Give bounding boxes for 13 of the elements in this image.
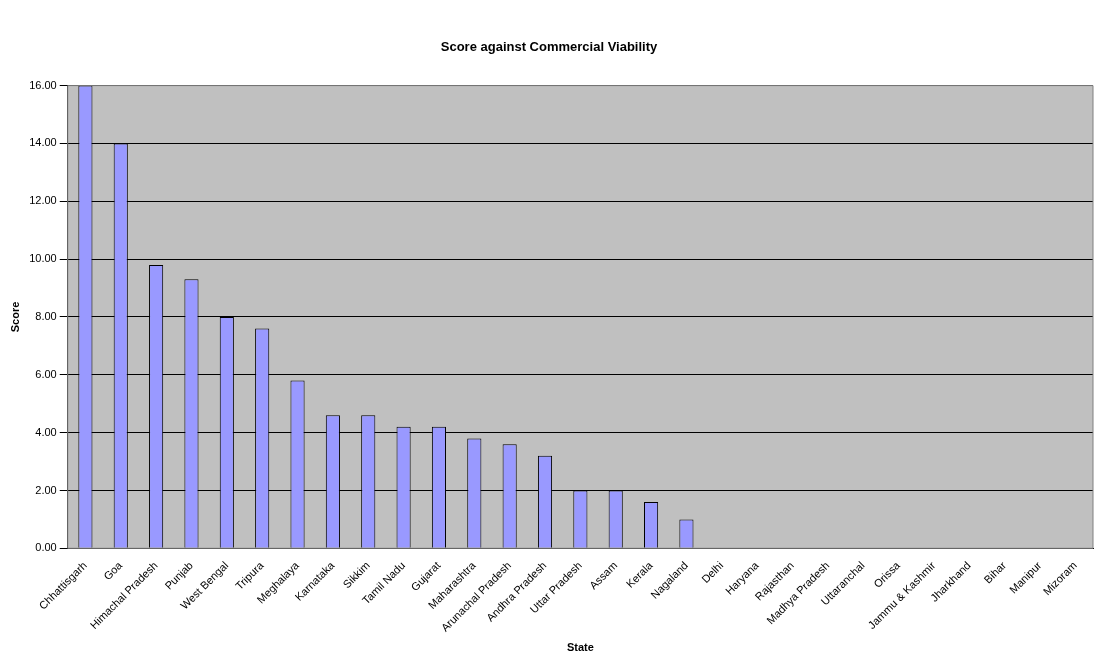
y-tick-label: 14.00 (29, 136, 57, 149)
y-tick-label: 12.00 (29, 194, 57, 207)
chart-title: Score against Commercial Viability (440, 39, 659, 55)
y-tick-label: 4.00 (35, 425, 57, 438)
y-axis-title: Score (8, 301, 21, 333)
x-tick-label: Goa (101, 558, 125, 583)
x-axis-title: State (566, 641, 594, 654)
y-tick-label: 6.00 (35, 367, 57, 380)
y-tick-label: 2.00 (35, 483, 57, 496)
y-tick-label: 16.00 (29, 78, 57, 91)
y-tick-label: 8.00 (35, 309, 57, 322)
y-tick-label: 10.00 (29, 252, 57, 265)
y-tick-label: 0.00 (35, 541, 57, 554)
